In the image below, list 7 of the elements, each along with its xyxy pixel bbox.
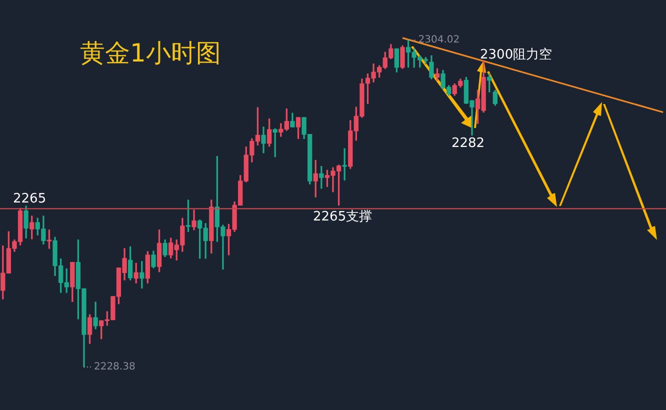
- annotation: 2228.38: [94, 362, 136, 373]
- annotation: 2265支撑: [313, 210, 372, 225]
- annotation: 2304.02: [418, 34, 460, 46]
- chart-title: 黄金1小时图: [80, 38, 221, 68]
- annotation: 2300阻力空: [480, 47, 552, 62]
- ref-line-label: 2265: [13, 192, 46, 207]
- annotation: 2282: [451, 136, 485, 152]
